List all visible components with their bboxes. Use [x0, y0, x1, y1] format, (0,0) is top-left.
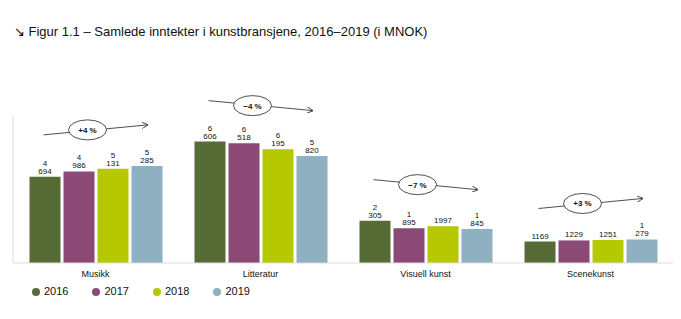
svg-text:1895: 1895 [402, 210, 416, 227]
svg-text:5285: 5285 [140, 148, 154, 165]
svg-text:1169: 1169 [531, 232, 549, 241]
svg-text:1997: 1997 [434, 216, 452, 225]
svg-text:6195: 6195 [271, 131, 285, 148]
svg-text:1229: 1229 [565, 230, 583, 239]
html-text:2016: 2016 [44, 285, 69, 297]
svg-text:−4 %: −4 % [243, 102, 261, 111]
svg-text:1845: 1845 [470, 211, 484, 228]
svg-text:−7 %: −7 % [408, 181, 426, 190]
html-text:2019: 2019 [225, 285, 250, 297]
svg-text:6606: 6606 [203, 124, 217, 141]
svg-text:2305: 2305 [368, 203, 382, 220]
svg-text:1251: 1251 [599, 230, 617, 239]
svg-text:Litteratur: Litteratur [243, 269, 279, 279]
svg-text:+4 %: +4 % [78, 126, 96, 135]
svg-text:4694: 4694 [38, 159, 52, 176]
html-text:2018: 2018 [165, 285, 190, 297]
svg-text:4986: 4986 [72, 153, 86, 170]
html-text:2017: 2017 [104, 285, 129, 297]
html-text:↘ Figur 1.1 – Samlede inntekte: ↘ Figur 1.1 – Samlede inntekter i kunstb… [14, 24, 428, 39]
svg-text:Musikk: Musikk [81, 269, 110, 279]
svg-text:Scenekunst: Scenekunst [567, 269, 615, 279]
svg-text:6518: 6518 [237, 125, 251, 142]
svg-text:5820: 5820 [305, 138, 319, 155]
svg-text:+3 %: +3 % [573, 199, 591, 208]
svg-text:1279: 1279 [635, 221, 649, 238]
svg-text:Visuell kunst: Visuell kunst [400, 269, 451, 279]
svg-text:5131: 5131 [106, 151, 120, 168]
